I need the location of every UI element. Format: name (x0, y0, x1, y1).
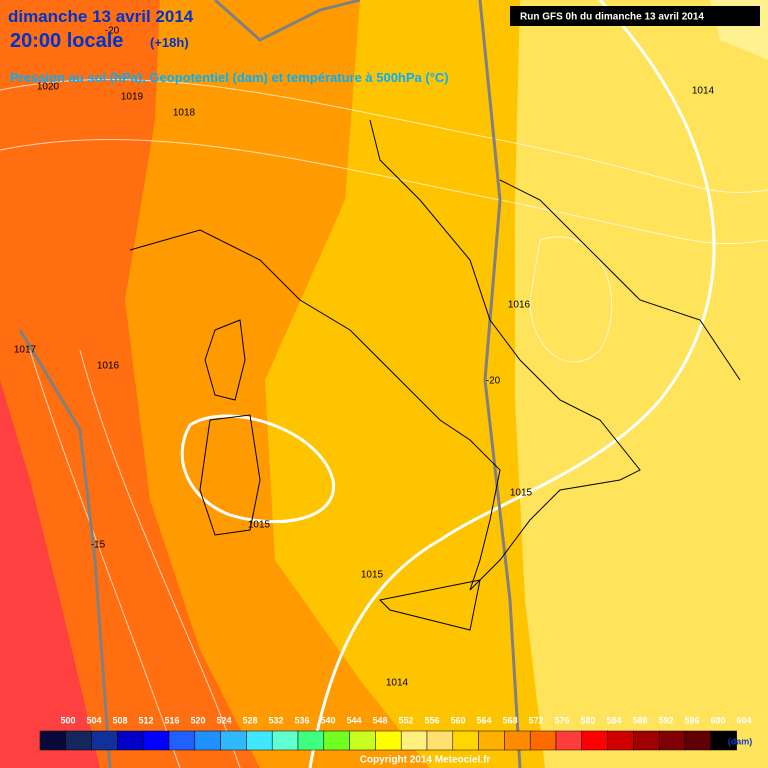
copyright: Copyright 2014 Meteociel.fr (360, 755, 491, 766)
temperature-lines (18, 0, 522, 768)
legend-value: 552 (398, 715, 413, 725)
legend-value: 504 (86, 715, 101, 725)
legend-swatch (220, 730, 247, 751)
legend-value: 544 (346, 715, 361, 725)
legend-swatch (297, 730, 325, 751)
legend-value: 500 (60, 715, 75, 725)
lead-time: (+18h) (150, 35, 189, 50)
legend-swatch (710, 730, 737, 751)
legend-swatch (142, 730, 170, 751)
isotherm (18, 329, 112, 768)
legend-swatch (65, 730, 92, 751)
legend-swatch (633, 730, 660, 751)
legend-value: 512 (138, 715, 153, 725)
legend-swatch (194, 730, 221, 751)
legend-value: 572 (528, 715, 543, 725)
legend-value: 524 (216, 715, 231, 725)
legend-swatch (323, 730, 350, 751)
isobar-1015-main (308, 0, 716, 768)
legend-swatch (504, 730, 531, 751)
isobar-1015 (180, 414, 335, 524)
legend-value: 600 (710, 715, 725, 725)
band (0, 0, 260, 768)
legend-value: 516 (164, 715, 179, 725)
isobar-label: 1014 (692, 86, 715, 97)
legend-value: 556 (424, 715, 439, 725)
legend-value: 564 (476, 715, 491, 725)
legend-value: 560 (450, 715, 465, 725)
legend-value: 584 (606, 715, 621, 725)
legend-value: 548 (372, 715, 387, 725)
isobar-label: 1016 (97, 361, 120, 372)
legend-value: 592 (658, 715, 673, 725)
legend-swatch (246, 730, 273, 751)
isobar-label: 1020 (37, 82, 60, 93)
legend-swatch (91, 730, 118, 751)
legend-value: 604 (736, 715, 751, 725)
legend-value: 588 (632, 715, 647, 725)
isobar-label: 1014 (386, 678, 409, 689)
subtitle: Pression au sol (hPa), Geopotentiel (dam… (10, 70, 449, 85)
legend-value: 532 (268, 715, 283, 725)
legend-swatch (529, 730, 557, 751)
temperature-label: -20 (486, 376, 501, 387)
isobar-label: 1015 (510, 488, 533, 499)
legend-value: 528 (242, 715, 257, 725)
band (0, 380, 100, 768)
run-box (510, 6, 760, 26)
run-info: Run GFS 0h du dimanche 13 avril 2014 (520, 12, 704, 23)
legend-swatch (349, 730, 376, 751)
legend-swatch (452, 730, 479, 751)
isobar-label: 1018 (173, 108, 196, 119)
isotherm (214, 0, 361, 42)
legend-swatch (426, 730, 454, 751)
isobar-label: 1016 (508, 300, 531, 311)
legend-swatch (168, 730, 196, 751)
isobar-label: 1015 (248, 520, 271, 531)
legend-value: 596 (684, 715, 699, 725)
legend-value: 536 (294, 715, 309, 725)
isobar-label: 1015 (361, 570, 384, 581)
legend-swatch (39, 730, 67, 751)
legend-swatch (684, 730, 712, 751)
legend-value: 540 (320, 715, 335, 725)
legend-swatch (555, 730, 583, 751)
time: 20:00 locale (10, 30, 123, 52)
temperature-label: -20 (105, 26, 120, 37)
legend-value: 508 (112, 715, 127, 725)
legend-value: 580 (580, 715, 595, 725)
legend-swatch (581, 730, 608, 751)
legend-value: 568 (502, 715, 517, 725)
legend-unit: (dam) (728, 736, 753, 746)
legend-swatch (375, 730, 402, 751)
isotherm (478, 0, 522, 768)
legend-swatch (117, 730, 144, 751)
isobar-label: 1017 (14, 345, 37, 356)
legend-swatch (607, 730, 634, 751)
temperature-label: -15 (91, 540, 106, 551)
isobar-label: 1019 (121, 92, 144, 103)
legend-swatch (271, 730, 299, 751)
legend-value: 520 (190, 715, 205, 725)
legend-swatch (400, 730, 428, 751)
legend-swatch (478, 730, 505, 751)
coastlines (129, 119, 741, 631)
legend-value: 576 (554, 715, 569, 725)
date: dimanche 13 avril 2014 (8, 7, 194, 26)
legend-swatch (658, 730, 686, 751)
